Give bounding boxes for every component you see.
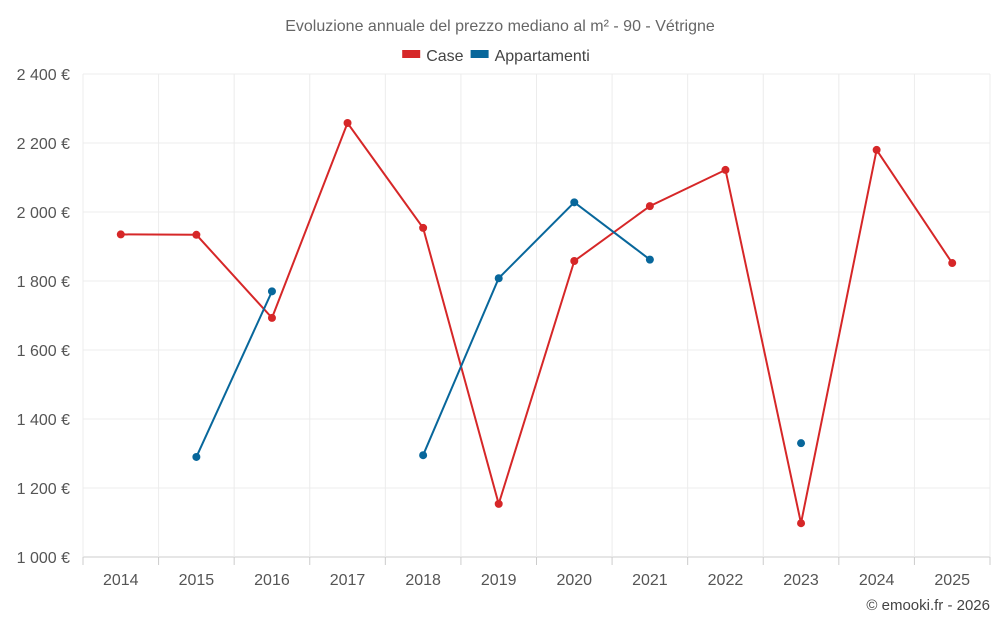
x-tick-label: 2024: [859, 572, 895, 589]
legend-swatch: [402, 50, 421, 58]
data-point[interactable]: [570, 198, 579, 207]
series-line: [120, 120, 954, 524]
x-tick-label: 2016: [254, 572, 290, 589]
data-point[interactable]: [419, 223, 428, 232]
y-tick-label: 2 000 €: [17, 205, 70, 222]
data-point[interactable]: [494, 274, 503, 283]
data-point[interactable]: [267, 313, 276, 322]
series-line: [422, 200, 651, 456]
data-point[interactable]: [721, 165, 730, 174]
x-axis: 2014 2015 2016 2017 2018 2019 2020 2021 2022 2023…: [103, 572, 970, 589]
data-point[interactable]: [872, 145, 881, 154]
credit-text: © emooki.fr - 2026: [866, 597, 990, 614]
data-point[interactable]: [797, 439, 806, 448]
x-tick-label: 2018: [405, 572, 441, 589]
y-tick-label: 1 200 €: [17, 481, 70, 498]
data-point[interactable]: [570, 256, 579, 265]
x-tick-label: 2023: [783, 572, 819, 589]
x-tick-label: 2014: [103, 572, 139, 589]
data-point[interactable]: [645, 255, 654, 264]
data-point[interactable]: [192, 230, 201, 239]
legend-item-case[interactable]: Case: [402, 48, 464, 65]
data-point[interactable]: [797, 519, 806, 528]
x-tick-label: 2017: [330, 572, 366, 589]
legend-item-appartamenti[interactable]: Appartamenti: [470, 48, 590, 65]
legend[interactable]: Case Appartamenti: [402, 48, 590, 65]
grid: [82, 73, 991, 565]
x-tick-label: 2022: [708, 572, 744, 589]
y-tick-label: 1 800 €: [17, 274, 70, 291]
data-point[interactable]: [494, 499, 503, 508]
x-tick-label: 2025: [934, 572, 970, 589]
series-appartamenti: [192, 198, 806, 461]
y-tick-label: 1 600 €: [17, 343, 70, 360]
x-tick-label: 2021: [632, 572, 668, 589]
data-point[interactable]: [343, 118, 352, 127]
data-point[interactable]: [645, 202, 654, 211]
data-point[interactable]: [116, 230, 125, 239]
x-tick-label: 2019: [481, 572, 517, 589]
data-point[interactable]: [267, 287, 276, 296]
legend-swatch: [470, 50, 489, 58]
y-tick-label: 2 200 €: [17, 136, 70, 153]
series-case: [116, 118, 957, 528]
y-tick-label: 1 400 €: [17, 412, 70, 429]
chart-title: Evoluzione annuale del prezzo mediano al…: [285, 18, 715, 35]
y-axis: 1 000 € 1 200 € 1 400 € 1 600 € 1 800 € 2 000…: [17, 67, 70, 567]
data-point[interactable]: [948, 259, 957, 268]
y-tick-label: 1 000 €: [17, 550, 70, 567]
y-tick-label: 2 400 €: [17, 67, 70, 84]
series-line: [195, 290, 273, 458]
legend-label: Case: [426, 48, 463, 65]
x-tick-label: 2020: [556, 572, 592, 589]
data-point[interactable]: [192, 452, 201, 461]
legend-label: Appartamenti: [495, 48, 590, 65]
data-point[interactable]: [419, 451, 428, 460]
series-group: [116, 118, 957, 528]
x-tick-label: 2015: [179, 572, 215, 589]
